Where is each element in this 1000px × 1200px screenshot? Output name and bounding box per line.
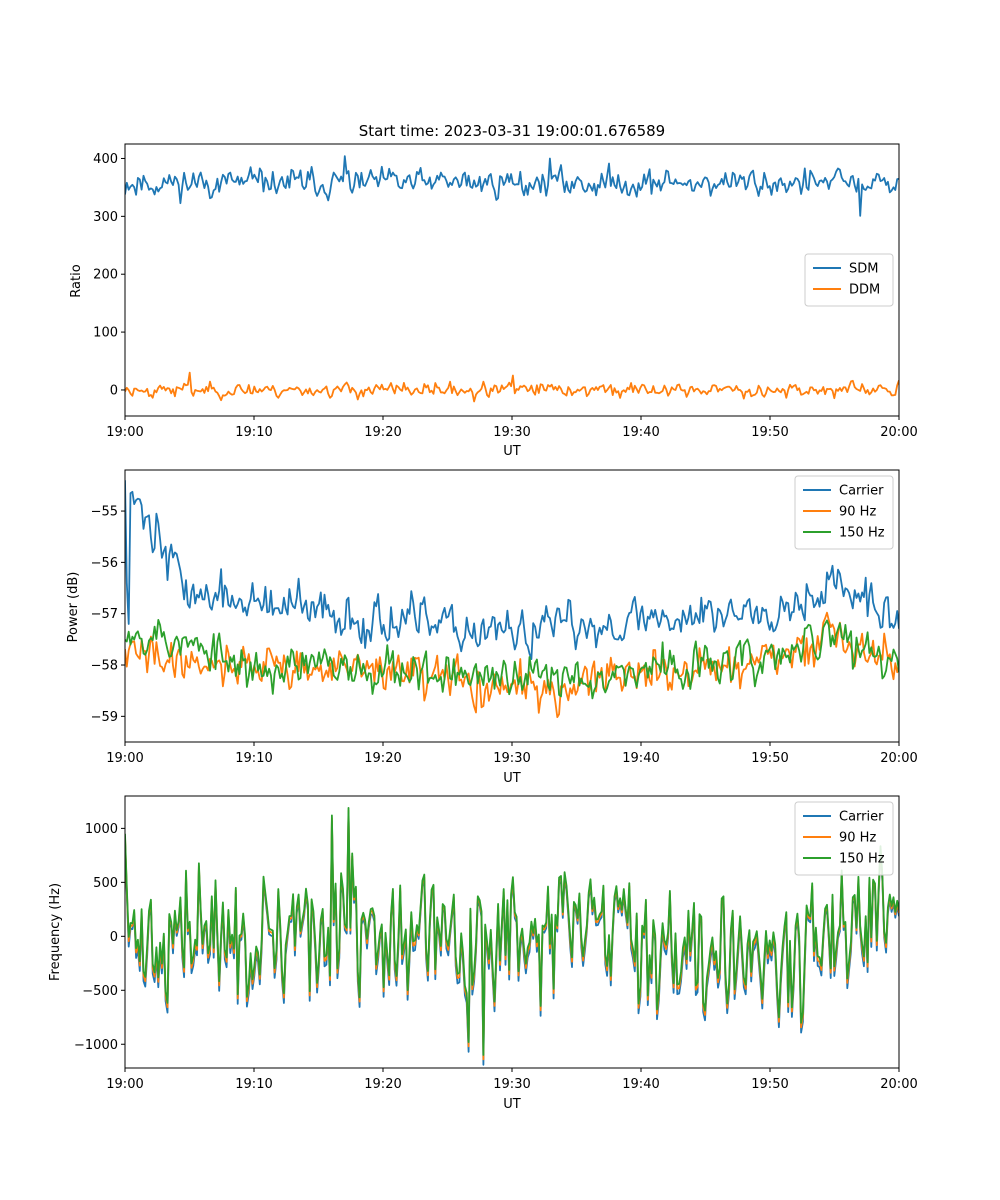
legend-label: Carrier [839, 484, 884, 499]
ratio-panel: Start time: 2023-03-31 19:00:01.676589 1… [69, 122, 918, 459]
ratio-plot-area: 19:00 19:10 19:20 19:30 19:40 19:50 20:00 0 100 2… [93, 143, 918, 440]
x-tick-label: 19:50 [751, 1077, 788, 1092]
y-tick-label: −1000 [74, 1038, 118, 1053]
y-tick-label: −56 [91, 556, 118, 571]
legend: Carrier 90 Hz 150 Hz [794, 475, 894, 550]
series-line-150-hz [125, 807, 899, 1056]
x-tick-label: 19:10 [235, 425, 272, 440]
x-tick-label: 19:30 [493, 425, 530, 440]
x-axis-label: UT [503, 1097, 521, 1112]
series-line-carrier [125, 480, 899, 660]
y-tick-label: 200 [93, 268, 118, 283]
power-panel: 19:00 19:10 19:20 19:30 19:40 19:50 20:00 −59 −5… [66, 469, 918, 786]
legend-label: SDM [849, 262, 878, 277]
legend-box [794, 801, 894, 876]
x-tick-label: 19:00 [106, 425, 143, 440]
frequency-panel: 19:00 19:10 19:20 19:30 19:40 19:50 20:00 −1000… [48, 795, 918, 1112]
y-tick-label: 400 [93, 152, 118, 167]
series-line-sdm [125, 155, 899, 217]
x-tick-label: 19:20 [364, 1077, 401, 1092]
y-axis-label: Power (dB) [66, 572, 81, 643]
legend-label: 150 Hz [839, 526, 885, 541]
x-tick-label: 19:50 [751, 425, 788, 440]
x-tick-label: 19:10 [235, 751, 272, 766]
legend-label: 90 Hz [839, 505, 876, 520]
y-axis-label: Ratio [69, 264, 84, 297]
y-tick-label: −57 [91, 607, 118, 622]
frequency-plot-area: 19:00 19:10 19:20 19:30 19:40 19:50 20:00 −1000… [74, 795, 918, 1092]
legend-label: DDM [849, 283, 880, 298]
power-plot-area: 19:00 19:10 19:20 19:30 19:40 19:50 20:00 −59 −5… [91, 469, 918, 766]
x-axis-label: UT [503, 771, 521, 786]
y-axis-label: Frequency (Hz) [48, 883, 63, 981]
series-line-ddm [125, 371, 899, 403]
series-line-150-hz [125, 619, 899, 700]
legend-label: 90 Hz [839, 831, 876, 846]
y-tick-label: 0 [110, 383, 118, 398]
x-tick-label: 20:00 [880, 425, 917, 440]
legend-label: Carrier [839, 810, 884, 825]
chart-title: Start time: 2023-03-31 19:00:01.676589 [359, 122, 665, 140]
legend-box [794, 475, 894, 550]
x-tick-label: 19:30 [493, 1077, 530, 1092]
x-tick-label: 19:00 [106, 751, 143, 766]
legend: SDM DDM [804, 253, 894, 307]
y-tick-label: −58 [91, 659, 118, 674]
legend-label: 150 Hz [839, 852, 885, 867]
y-tick-label: −55 [91, 505, 118, 520]
x-tick-label: 20:00 [880, 1077, 917, 1092]
x-tick-label: 19:20 [364, 751, 401, 766]
x-tick-label: 19:50 [751, 751, 788, 766]
x-tick-label: 19:30 [493, 751, 530, 766]
y-tick-label: 500 [93, 876, 118, 891]
y-tick-label: 300 [93, 210, 118, 225]
x-tick-label: 19:40 [622, 751, 659, 766]
legend: Carrier 90 Hz 150 Hz [794, 801, 894, 876]
x-axis-label: UT [503, 444, 521, 459]
y-tick-label: 100 [93, 326, 118, 341]
x-tick-label: 19:00 [106, 1077, 143, 1092]
y-tick-label: 1000 [85, 822, 118, 837]
y-tick-label: 0 [110, 930, 118, 945]
x-tick-label: 19:10 [235, 1077, 272, 1092]
x-tick-label: 19:20 [364, 425, 401, 440]
y-tick-label: −500 [82, 984, 118, 999]
x-tick-label: 19:40 [622, 1077, 659, 1092]
x-tick-label: 20:00 [880, 751, 917, 766]
y-tick-label: −59 [91, 710, 118, 725]
x-tick-label: 19:40 [622, 425, 659, 440]
